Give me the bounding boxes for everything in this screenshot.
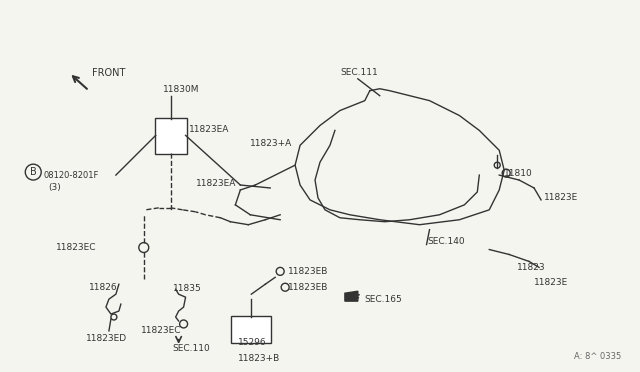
Text: 11823: 11823	[517, 263, 546, 272]
Text: 11823EB: 11823EB	[288, 267, 328, 276]
Text: SEC.165: SEC.165	[365, 295, 403, 304]
Text: 11823+A: 11823+A	[250, 139, 292, 148]
Text: 11810: 11810	[504, 169, 533, 177]
Text: 11823E: 11823E	[544, 193, 579, 202]
Text: 11830M: 11830M	[163, 85, 199, 94]
Text: 11826: 11826	[89, 283, 118, 292]
Text: 15296: 15296	[238, 338, 267, 347]
Text: 11823E: 11823E	[534, 278, 568, 287]
Text: 11823EB: 11823EB	[288, 283, 328, 292]
Text: 11823EA: 11823EA	[196, 179, 236, 187]
Polygon shape	[345, 291, 358, 301]
Text: A: 8^ 0335: A: 8^ 0335	[574, 352, 621, 361]
Text: 11823ED: 11823ED	[86, 334, 127, 343]
Text: (3): (3)	[48, 183, 61, 192]
Text: SEC.140: SEC.140	[428, 237, 465, 246]
FancyBboxPatch shape	[232, 316, 271, 343]
Text: SEC.110: SEC.110	[173, 344, 211, 353]
Text: 08120-8201F: 08120-8201F	[44, 171, 99, 180]
Text: FRONT: FRONT	[92, 68, 125, 78]
Text: 11823EC: 11823EC	[141, 326, 181, 336]
Text: 11823+B: 11823+B	[238, 354, 280, 363]
Text: 11823EA: 11823EA	[189, 125, 229, 134]
Text: 11823EC: 11823EC	[56, 243, 96, 252]
FancyBboxPatch shape	[155, 118, 187, 154]
Text: B: B	[30, 167, 36, 177]
Text: 11835: 11835	[173, 284, 202, 293]
Text: SEC.111: SEC.111	[340, 68, 378, 77]
